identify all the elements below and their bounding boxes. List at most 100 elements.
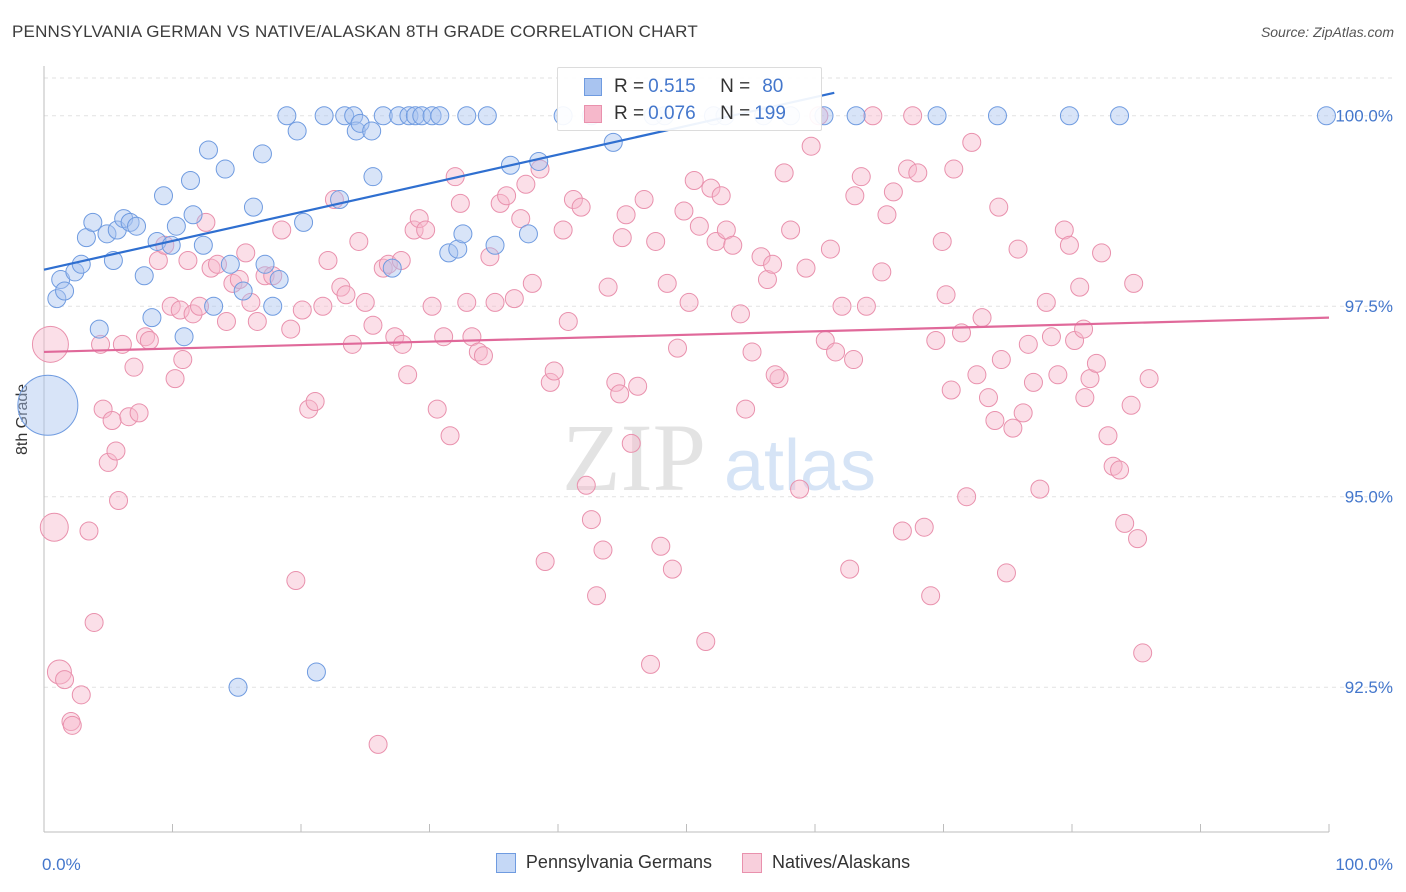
native-alaskan-point bbox=[540, 372, 560, 392]
native-alaskan-point bbox=[385, 327, 405, 347]
native-alaskan-point bbox=[844, 350, 864, 370]
native-alaskan-point bbox=[490, 193, 510, 213]
native-alaskan-point bbox=[1133, 643, 1153, 663]
native-alaskan-point bbox=[1036, 292, 1056, 312]
native-alaskan-point bbox=[216, 311, 236, 331]
native-alaskan-point bbox=[236, 243, 256, 263]
native-alaskan-point bbox=[98, 452, 118, 472]
native-alaskan-point bbox=[646, 231, 666, 251]
native-alaskan-point bbox=[978, 388, 998, 408]
chart-title: PENNSYLVANIA GERMAN VS NATIVE/ALASKAN 8T… bbox=[12, 22, 698, 41]
y-tick-label: 100.0% bbox=[1335, 107, 1393, 126]
native-alaskan-point bbox=[434, 327, 454, 347]
pennsylvania-german-point bbox=[154, 186, 174, 206]
native-alaskan-point bbox=[877, 205, 897, 225]
native-alaskan-point bbox=[957, 487, 977, 507]
watermark: ZIP atlas bbox=[562, 404, 876, 511]
r-label: R = bbox=[614, 76, 645, 97]
native-alaskan-point bbox=[593, 540, 613, 560]
native-alaskan-point bbox=[1048, 365, 1068, 385]
pennsylvania-german-point bbox=[344, 106, 364, 126]
pennsylvania-german-point bbox=[89, 319, 109, 339]
pennsylvania-german-point bbox=[430, 106, 450, 126]
native-alaskan-point bbox=[587, 586, 607, 606]
native-alaskan-point bbox=[1128, 529, 1148, 549]
native-alaskan-point bbox=[62, 715, 82, 735]
pennsylvania-german-point bbox=[389, 106, 409, 126]
pennsylvania-german-point bbox=[142, 308, 162, 328]
n-label: N = bbox=[720, 103, 751, 124]
native-alaskan-point bbox=[473, 346, 493, 366]
native-alaskan-point bbox=[921, 586, 941, 606]
native-alaskan-point bbox=[820, 239, 840, 259]
native-alaskan-point bbox=[355, 292, 375, 312]
native-alaskan-point bbox=[689, 216, 709, 236]
native-alaskan-point bbox=[872, 262, 892, 282]
watermark-zip: ZIP bbox=[562, 404, 706, 511]
native-alaskan-point bbox=[31, 325, 69, 363]
native-alaskan-point bbox=[497, 186, 517, 206]
native-alaskan-point bbox=[598, 277, 618, 297]
pennsylvania-german-point bbox=[477, 106, 497, 126]
native-alaskan-point bbox=[657, 273, 677, 293]
legend-label: Pennsylvania Germans bbox=[525, 852, 713, 872]
native-alaskan-point bbox=[71, 685, 91, 705]
native-alaskan-point bbox=[996, 563, 1016, 583]
native-alaskan-point bbox=[612, 228, 632, 248]
native-alaskan-point bbox=[1003, 418, 1023, 438]
native-alaskan-point bbox=[662, 559, 682, 579]
native-alaskan-point bbox=[139, 331, 159, 351]
native-alaskan-point bbox=[1030, 479, 1050, 499]
y-tick-label: 95.0% bbox=[1345, 488, 1393, 507]
native-alaskan-point bbox=[79, 521, 99, 541]
native-alaskan-point bbox=[730, 304, 750, 324]
native-alaskan-point bbox=[404, 220, 424, 240]
native-alaskan-point bbox=[1086, 353, 1106, 373]
native-alaskan-point bbox=[763, 254, 783, 274]
native-alaskan-point bbox=[272, 220, 292, 240]
native-alaskan-point bbox=[723, 235, 743, 255]
native-alaskan-point bbox=[106, 441, 126, 461]
blue-swatch bbox=[584, 78, 602, 96]
native-alaskan-point bbox=[581, 510, 601, 530]
native-alaskan-point bbox=[936, 285, 956, 305]
native-alaskan-point bbox=[701, 178, 721, 198]
n-value: 199 bbox=[754, 103, 786, 124]
pennsylvania-german-point bbox=[127, 216, 147, 236]
native-alaskan-point bbox=[91, 334, 111, 354]
pennsylvania-german-point bbox=[382, 258, 402, 278]
native-alaskan-point bbox=[1124, 273, 1144, 293]
pennsylvania-german-point bbox=[263, 296, 283, 316]
pennsylvania-german-point bbox=[255, 254, 275, 274]
native-alaskan-point bbox=[124, 357, 144, 377]
native-alaskan-point bbox=[845, 186, 865, 206]
native-alaskan-point bbox=[641, 654, 661, 674]
pennsylvania-german-point bbox=[215, 159, 235, 179]
native-alaskan-point bbox=[967, 365, 987, 385]
native-alaskan-point bbox=[856, 296, 876, 316]
pennsylvania-german-point bbox=[174, 327, 194, 347]
native-alaskan-point bbox=[1075, 388, 1095, 408]
pennsylvania-german-point bbox=[183, 205, 203, 225]
native-alaskan-point bbox=[119, 407, 139, 427]
pennsylvania-german-point bbox=[220, 254, 240, 274]
native-alaskan-point bbox=[774, 163, 794, 183]
native-alaskan-point bbox=[102, 411, 122, 431]
native-alaskan-point bbox=[932, 231, 952, 251]
r-value: 0.076 bbox=[648, 103, 696, 124]
native-alaskan-point bbox=[616, 205, 636, 225]
native-alaskan-point bbox=[530, 159, 550, 179]
native-alaskan-point bbox=[985, 411, 1005, 431]
native-alaskan-point bbox=[440, 426, 460, 446]
native-alaskan-point bbox=[349, 231, 369, 251]
native-alaskan-point bbox=[173, 350, 193, 370]
native-alaskan-point bbox=[286, 571, 306, 591]
native-alaskan-point bbox=[1013, 403, 1033, 423]
legend-item-pennsylvania-germans: Pennsylvania Germans bbox=[495, 852, 713, 873]
native-alaskan-point bbox=[883, 182, 903, 202]
x-tick-label: 0.0% bbox=[42, 855, 81, 874]
native-alaskan-point bbox=[480, 247, 500, 267]
native-alaskan-point bbox=[516, 174, 536, 194]
native-alaskan-point bbox=[1074, 319, 1094, 339]
native-alaskan-point bbox=[914, 517, 934, 537]
